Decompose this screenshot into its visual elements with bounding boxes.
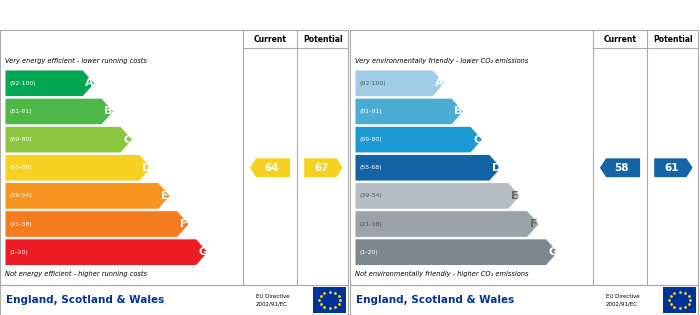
Text: C: C [123, 135, 132, 145]
Text: A: A [85, 78, 94, 88]
Polygon shape [355, 183, 520, 209]
Text: Environmental Impact (CO₂) Rating: Environmental Impact (CO₂) Rating [393, 9, 655, 21]
Text: 61: 61 [664, 163, 679, 173]
Text: F: F [530, 219, 538, 229]
Polygon shape [5, 183, 170, 209]
Text: G: G [548, 247, 557, 257]
Text: Current: Current [253, 35, 286, 43]
Text: England, Scotland & Wales: England, Scotland & Wales [6, 295, 164, 305]
Text: D: D [141, 163, 150, 173]
Polygon shape [5, 126, 132, 153]
Text: (81-91): (81-91) [10, 109, 33, 114]
Text: A: A [435, 78, 444, 88]
Text: EU Directive
2002/91/EC: EU Directive 2002/91/EC [256, 294, 289, 306]
Polygon shape [250, 158, 290, 177]
Text: (21-38): (21-38) [10, 221, 33, 226]
Text: Not environmentally friendly - higher CO₂ emissions: Not environmentally friendly - higher CO… [355, 271, 528, 277]
Polygon shape [600, 158, 640, 177]
Text: 67: 67 [314, 163, 329, 173]
Polygon shape [654, 158, 692, 177]
Polygon shape [5, 70, 95, 97]
Text: E: E [511, 191, 519, 201]
Text: (92-100): (92-100) [10, 81, 36, 86]
Polygon shape [355, 70, 444, 97]
Text: England, Scotland & Wales: England, Scotland & Wales [356, 295, 514, 305]
Text: (55-68): (55-68) [360, 165, 382, 170]
Text: (21-38): (21-38) [360, 221, 383, 226]
Text: Potential: Potential [304, 35, 343, 43]
Bar [664, 287, 696, 312]
Polygon shape [5, 239, 208, 266]
Text: 58: 58 [615, 163, 629, 173]
Text: (69-80): (69-80) [360, 137, 383, 142]
Text: (1-20): (1-20) [10, 250, 29, 255]
Text: E: E [161, 191, 169, 201]
Polygon shape [355, 211, 539, 238]
Text: D: D [491, 163, 500, 173]
Text: Energy Efficiency Rating: Energy Efficiency Rating [83, 9, 266, 21]
Polygon shape [355, 239, 558, 266]
Bar [314, 287, 346, 312]
Polygon shape [5, 98, 113, 125]
Text: Very energy efficient - lower running costs: Very energy efficient - lower running co… [5, 58, 147, 64]
Polygon shape [304, 158, 342, 177]
Text: (81-91): (81-91) [360, 109, 383, 114]
Text: (92-100): (92-100) [360, 81, 386, 86]
Text: (55-68): (55-68) [10, 165, 32, 170]
Polygon shape [355, 98, 463, 125]
Text: EU Directive
2002/91/EC: EU Directive 2002/91/EC [606, 294, 639, 306]
Text: Not energy efficient - higher running costs: Not energy efficient - higher running co… [5, 271, 147, 277]
Text: C: C [473, 135, 482, 145]
Text: (1-20): (1-20) [360, 250, 379, 255]
Text: (39-54): (39-54) [360, 193, 383, 198]
Polygon shape [5, 154, 151, 181]
Text: Potential: Potential [654, 35, 693, 43]
Text: 64: 64 [265, 163, 279, 173]
Polygon shape [355, 126, 482, 153]
Text: G: G [198, 247, 207, 257]
Text: B: B [454, 106, 463, 117]
Text: B: B [104, 106, 113, 117]
Polygon shape [5, 211, 189, 238]
Text: Current: Current [603, 35, 636, 43]
Text: F: F [180, 219, 188, 229]
Text: (69-80): (69-80) [10, 137, 33, 142]
Text: Very environmentally friendly - lower CO₂ emissions: Very environmentally friendly - lower CO… [355, 58, 528, 64]
Text: (39-54): (39-54) [10, 193, 33, 198]
Polygon shape [355, 154, 501, 181]
